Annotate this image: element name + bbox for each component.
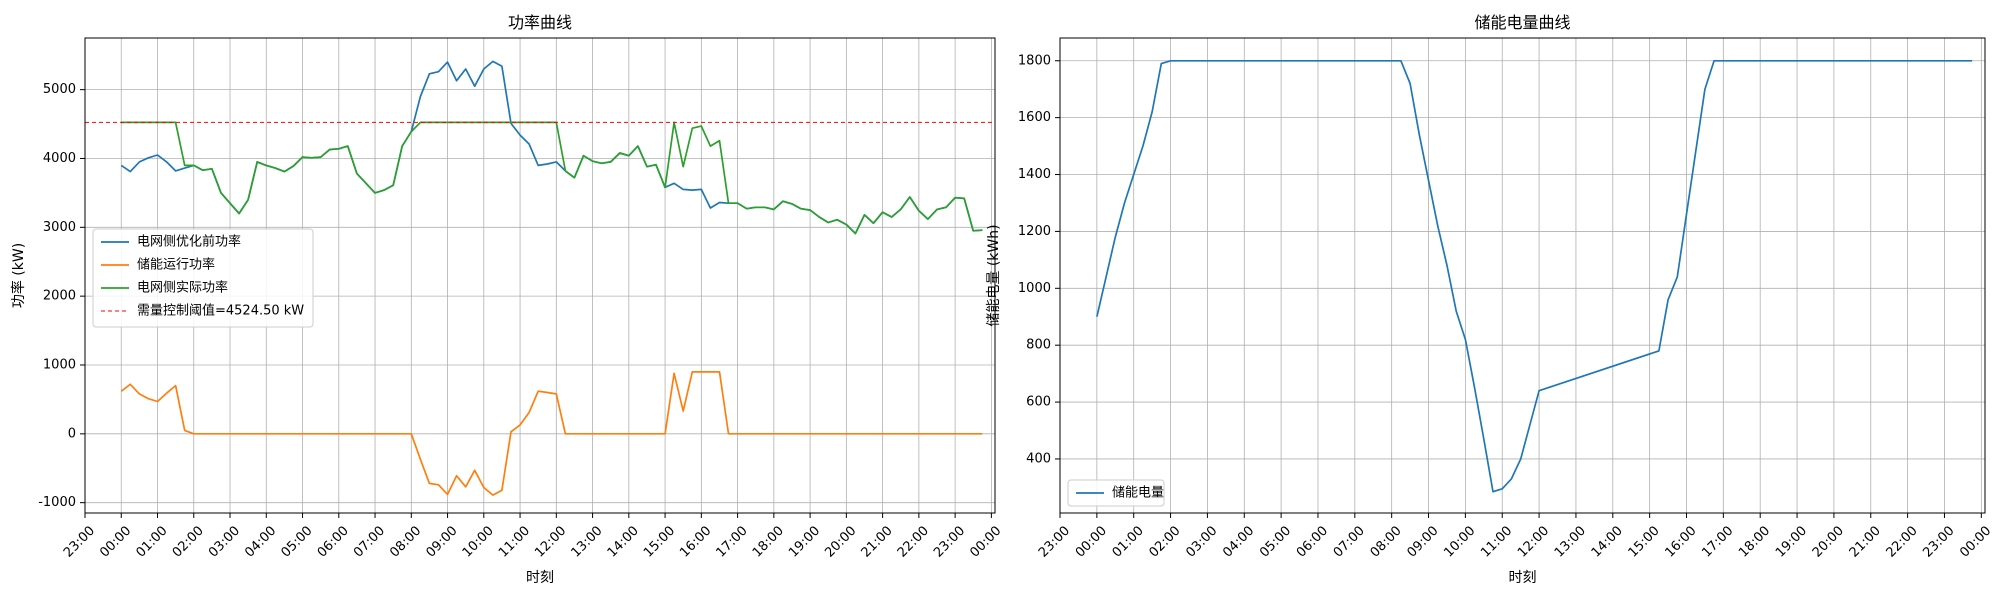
x-tick-label: 23:00 [1036,523,1073,560]
x-tick-label: 18:00 [750,523,787,560]
x-tick-label: 09:00 [423,523,460,560]
x-tick-label: 12:00 [532,523,569,560]
x-tick-label: 05:00 [278,523,315,560]
x-tick-label: 11:00 [496,523,533,560]
plot-frame [1059,37,1986,514]
x-tick-label: 08:00 [1368,523,1405,560]
x-tick-label: 00:00 [1073,523,1110,560]
x-tick-label: 21:00 [859,523,896,560]
x-tick-label: 04:00 [1220,523,1257,560]
x-axis-label: 时刻 [1509,570,1537,586]
x-tick-label: 19:00 [1773,523,1810,560]
y-tick-label: 400 [1026,451,1051,466]
y-tick-label: 1000 [1018,281,1051,296]
x-tick-label: 20:00 [1810,523,1847,560]
x-tick-label: 07:00 [1331,523,1368,560]
x-tick-label: 06:00 [315,523,352,560]
y-axis-label: 储能电量 (kWh) [986,224,1002,326]
x-tick-label: 14:00 [605,523,642,560]
series-line-1 [120,60,983,235]
series-line-3 [121,121,983,235]
y-tick-label: 4000 [43,151,76,166]
plot-frame [84,37,996,514]
x-tick-label: 12:00 [1515,523,1552,560]
legend-label: 储能运行功率 [137,257,215,273]
chart-title: 功率曲线 [508,13,572,32]
series-line-2 [120,371,983,496]
y-tick-label: 1000 [43,357,76,372]
x-tick-label: 21:00 [1847,523,1884,560]
y-tick-label: -1000 [38,495,76,510]
y-tick-label: 0 [68,426,76,441]
x-tick-label: 02:00 [170,523,207,560]
y-tick-label: 600 [1026,395,1051,410]
y-tick-label: 1200 [1018,224,1051,239]
x-tick-label: 15:00 [641,523,678,560]
x-tick-label: 08:00 [387,523,424,560]
x-tick-label: 05:00 [1257,523,1294,560]
y-tick-label: 1400 [1018,167,1051,182]
x-tick-label: 15:00 [1626,523,1663,560]
x-tick-label: 14:00 [1589,523,1626,560]
x-tick-label: 00:00 [1957,523,1994,560]
x-tick-label: 23:00 [61,523,98,560]
x-tick-label: 03:00 [206,523,243,560]
x-tick-label: 10:00 [460,523,497,560]
chart-panel-1: 23:00 00:00 01:00 02:00 03:00 04:00 05:00 06:00… [10,13,1004,586]
x-tick-label: 16:00 [1662,523,1699,560]
y-tick-label: 1800 [1018,53,1051,68]
x-tick-label: 06:00 [1294,523,1331,560]
x-tick-label: 01:00 [133,523,170,560]
x-tick-label: 22:00 [1884,523,1921,560]
x-tick-label: 02:00 [1147,523,1184,560]
chart-title: 储能电量曲线 [1474,13,1570,32]
legend-box [92,228,314,328]
x-tick-label: 00:00 [967,523,1004,560]
x-tick-label: 23:00 [931,523,968,560]
x-tick-label: 01:00 [1110,523,1147,560]
y-axis-label: 功率 (kW) [10,243,27,308]
x-tick-label: 17:00 [714,523,751,560]
x-tick-label: 20:00 [822,523,859,560]
y-tick-label: 5000 [43,82,76,97]
legend-label: 电网侧实际功率 [137,280,228,296]
x-tick-label: 19:00 [786,523,823,560]
y-tick-label: 1600 [1018,110,1051,125]
legend: 储能电量 [1067,479,1165,507]
y-tick-label: 2000 [43,289,76,304]
legend-label: 需量控制阈值=4524.50 kW [137,303,304,319]
x-tick-label: 17:00 [1699,523,1736,560]
x-tick-label: 13:00 [569,523,606,560]
x-tick-label: 07:00 [351,523,388,560]
x-tick-label: 11:00 [1478,523,1515,560]
x-tick-label: 16:00 [677,523,714,560]
x-tick-label: 03:00 [1183,523,1220,560]
legend-label: 电网侧优化前功率 [137,234,241,250]
x-tick-label: 18:00 [1736,523,1773,560]
x-tick-label: 13:00 [1552,523,1589,560]
x-tick-label: 09:00 [1404,523,1441,560]
legend-box [1067,479,1165,507]
series-line-1 [1096,59,1973,493]
legend-label: 储能电量 [1112,486,1164,501]
x-tick-label: 00:00 [97,523,134,560]
x-tick-label: 23:00 [1920,523,1957,560]
y-tick-label: 800 [1026,338,1051,353]
x-tick-label: 10:00 [1441,523,1478,560]
x-tick-label: 22:00 [895,523,932,560]
x-axis-label: 时刻 [526,570,554,586]
y-tick-label: 3000 [43,220,76,235]
x-tick-label: 04:00 [242,523,279,560]
chart-panel-2: 23:00 00:00 01:00 02:00 03:00 04:00 05:00 06:00… [986,13,1994,586]
